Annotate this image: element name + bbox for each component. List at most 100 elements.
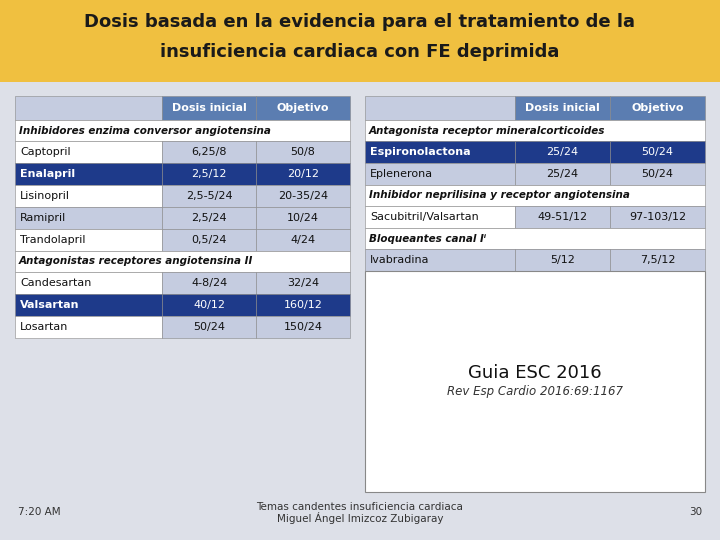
Text: Antagonistas receptores angiotensina II: Antagonistas receptores angiotensina II: [19, 256, 253, 267]
Bar: [256, 96, 350, 120]
Bar: [365, 141, 515, 163]
Bar: [15, 163, 163, 185]
Bar: [365, 120, 705, 141]
Bar: [610, 141, 705, 163]
Bar: [15, 96, 163, 120]
Text: 32/24: 32/24: [287, 278, 319, 288]
Bar: [15, 272, 163, 294]
Text: Dosis basada en la evidencia para el tratamiento de la: Dosis basada en la evidencia para el tra…: [84, 13, 636, 31]
Bar: [515, 96, 610, 120]
Bar: [256, 141, 350, 163]
Bar: [256, 163, 350, 185]
Text: 7:20 AM: 7:20 AM: [18, 507, 60, 517]
Text: 50/24: 50/24: [193, 322, 225, 332]
Bar: [163, 141, 256, 163]
Bar: [15, 185, 163, 207]
Text: 10/24: 10/24: [287, 213, 319, 223]
Text: Lisinopril: Lisinopril: [20, 191, 70, 201]
Text: Temas candentes insuficiencia cardiaca: Temas candentes insuficiencia cardiaca: [256, 502, 464, 512]
Bar: [163, 185, 256, 207]
Bar: [610, 163, 705, 185]
Text: 49-51/12: 49-51/12: [537, 212, 588, 222]
Text: insuficiencia cardiaca con FE deprimida: insuficiencia cardiaca con FE deprimida: [161, 43, 559, 61]
Text: Sacubitril/Valsartan: Sacubitril/Valsartan: [370, 212, 479, 222]
Text: 2,5-5/24: 2,5-5/24: [186, 191, 233, 201]
Bar: [163, 229, 256, 251]
Text: 0,5/24: 0,5/24: [192, 235, 227, 245]
Text: 2,5/12: 2,5/12: [192, 169, 227, 179]
Text: 150/24: 150/24: [284, 322, 323, 332]
Bar: [163, 272, 256, 294]
Bar: [610, 206, 705, 228]
Text: 30: 30: [689, 507, 702, 517]
Text: Eplenerona: Eplenerona: [370, 169, 433, 179]
Bar: [256, 272, 350, 294]
Text: 20-35/24: 20-35/24: [278, 191, 328, 201]
Bar: [365, 185, 705, 206]
Bar: [163, 96, 256, 120]
Text: Antagonista receptor mineralcorticoides: Antagonista receptor mineralcorticoides: [369, 125, 606, 136]
Text: Inhibidor neprilisina y receptor angiotensina: Inhibidor neprilisina y receptor angiote…: [369, 191, 630, 200]
Text: Inhibidores enzima conversor angiotensina: Inhibidores enzima conversor angiotensin…: [19, 125, 271, 136]
Text: Bloqueantes canal Iⁱ: Bloqueantes canal Iⁱ: [369, 233, 486, 244]
Text: 4-8/24: 4-8/24: [192, 278, 228, 288]
Bar: [163, 294, 256, 316]
Text: 6,25/8: 6,25/8: [192, 147, 227, 157]
Text: Dosis inicial: Dosis inicial: [525, 103, 600, 113]
Text: 5/12: 5/12: [550, 255, 575, 265]
Text: 4/24: 4/24: [291, 235, 315, 245]
Bar: [256, 207, 350, 229]
Bar: [15, 207, 163, 229]
Bar: [610, 96, 705, 120]
Text: 50/24: 50/24: [642, 147, 673, 157]
Bar: [515, 163, 610, 185]
Bar: [163, 316, 256, 338]
Text: 97-103/12: 97-103/12: [629, 212, 686, 222]
Text: 25/24: 25/24: [546, 169, 578, 179]
Bar: [256, 294, 350, 316]
Bar: [365, 206, 515, 228]
Bar: [163, 207, 256, 229]
Bar: [365, 163, 515, 185]
Bar: [515, 206, 610, 228]
Text: Trandolapril: Trandolapril: [20, 235, 86, 245]
Text: Ivabradina: Ivabradina: [370, 255, 430, 265]
Bar: [0, 0, 720, 82]
Text: Rev Esp Cardio 2016:69:1167: Rev Esp Cardio 2016:69:1167: [447, 385, 623, 398]
Bar: [15, 141, 163, 163]
Text: Candesartan: Candesartan: [20, 278, 91, 288]
Text: 7,5/12: 7,5/12: [639, 255, 675, 265]
Text: 40/12: 40/12: [193, 300, 225, 310]
Bar: [15, 229, 163, 251]
Text: 25/24: 25/24: [546, 147, 578, 157]
Text: Enalapril: Enalapril: [20, 169, 75, 179]
Text: Dosis inicial: Dosis inicial: [172, 103, 247, 113]
Text: 20/12: 20/12: [287, 169, 319, 179]
Text: Guia ESC 2016: Guia ESC 2016: [468, 364, 602, 382]
Text: Objetivo: Objetivo: [631, 103, 684, 113]
Bar: [515, 249, 610, 271]
Bar: [365, 228, 705, 249]
Bar: [365, 96, 515, 120]
Text: Espironolactona: Espironolactona: [370, 147, 471, 157]
Bar: [515, 141, 610, 163]
Text: Captopril: Captopril: [20, 147, 71, 157]
Text: Objetivo: Objetivo: [277, 103, 329, 113]
Bar: [610, 249, 705, 271]
Bar: [15, 251, 350, 272]
Bar: [256, 229, 350, 251]
Bar: [365, 249, 515, 271]
Text: Miguel Ángel Imizcoz Zubigaray: Miguel Ángel Imizcoz Zubigaray: [276, 512, 444, 524]
Bar: [15, 120, 350, 141]
Bar: [15, 294, 163, 316]
Text: 50/8: 50/8: [291, 147, 315, 157]
Text: 50/24: 50/24: [642, 169, 673, 179]
Bar: [15, 316, 163, 338]
Bar: [163, 163, 256, 185]
Text: Losartan: Losartan: [20, 322, 68, 332]
Bar: [256, 185, 350, 207]
Text: 160/12: 160/12: [284, 300, 323, 310]
Text: 2,5/24: 2,5/24: [192, 213, 227, 223]
Bar: [256, 316, 350, 338]
Text: Valsartan: Valsartan: [20, 300, 79, 310]
